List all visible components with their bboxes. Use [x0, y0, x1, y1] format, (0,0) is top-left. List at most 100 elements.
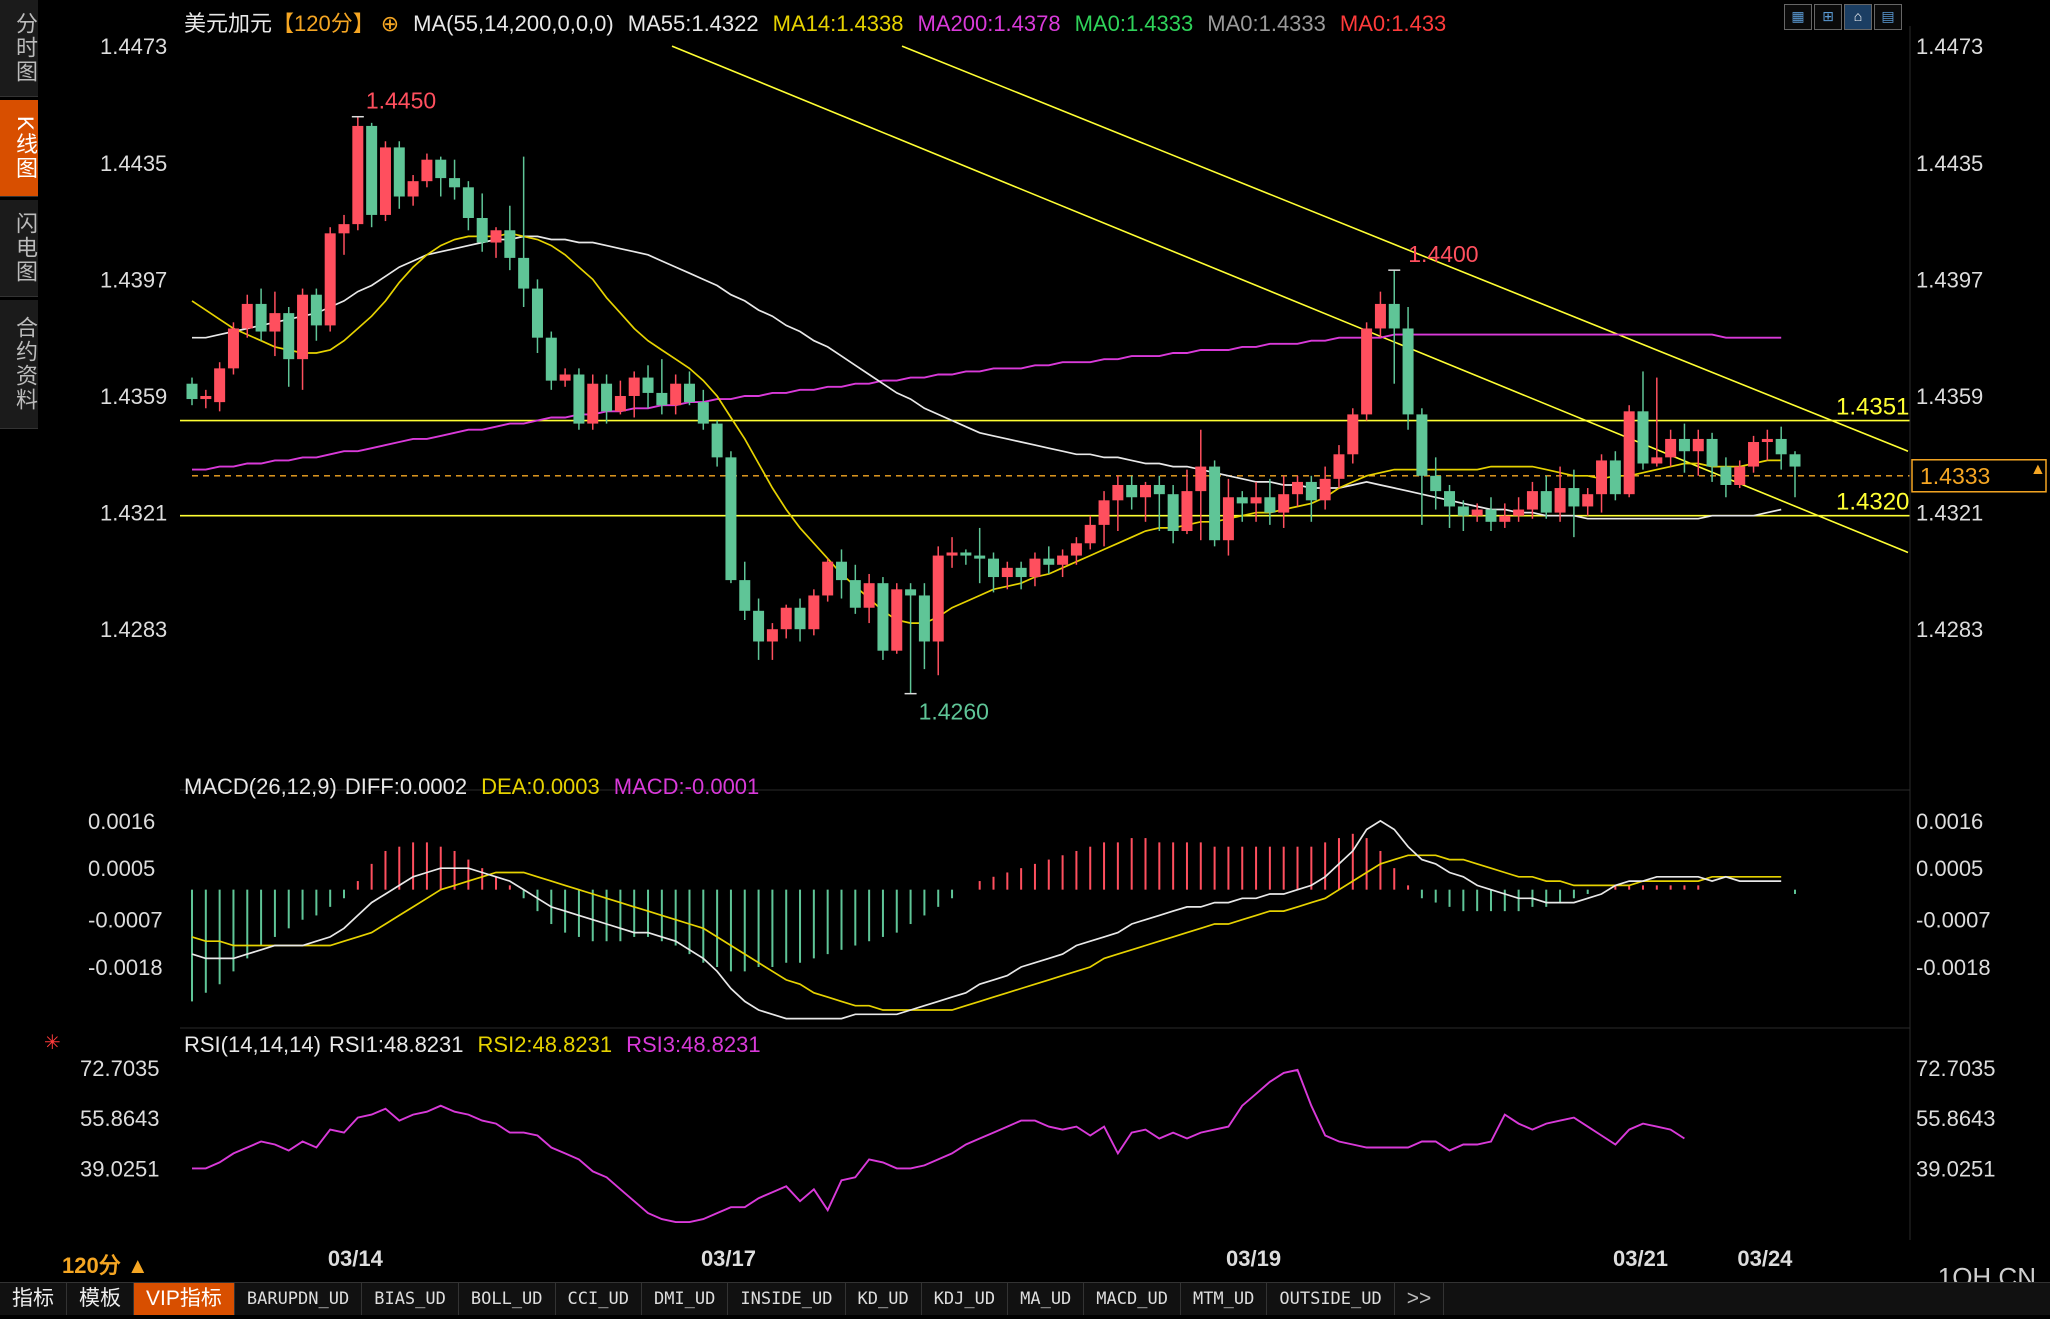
rsi-y-tick-right: 72.7035: [1916, 1056, 1996, 1081]
y-tick-left: 1.4283: [100, 617, 167, 642]
indicator-kd-ud[interactable]: KD_UD: [846, 1283, 922, 1315]
axes: 1.4473 1.4473 1.4435 1.4435 1.4397 1.4397 1.43…: [80, 26, 1996, 1271]
rsi-legend: RSI(14,14,14) RSI1:48.8231 RSI2:48.8231 RSI…: [184, 1032, 775, 1058]
candle-body: [366, 125, 378, 215]
candle-body: [227, 328, 239, 369]
candle-body: [559, 374, 571, 381]
candle-body: [1209, 466, 1221, 541]
crosshair-icon[interactable]: ⊞: [1814, 4, 1842, 30]
candle-body: [1540, 491, 1552, 513]
period-label[interactable]: 120分: [62, 1253, 121, 1278]
macd-y-tick: 0.0016: [88, 809, 155, 834]
candle-body: [891, 589, 903, 651]
candle-body: [1623, 411, 1635, 495]
indicator-barupdn-ud[interactable]: BARUPDN_UD: [235, 1283, 363, 1315]
template-button[interactable]: 模板: [67, 1283, 134, 1315]
x-tick: 03/24: [1737, 1246, 1793, 1271]
indicator-outside-ud[interactable]: OUTSIDE_UD: [1267, 1283, 1395, 1315]
price-marker-icon: ▲: [2030, 461, 2046, 478]
macd-dea: DEA:0.0003: [481, 774, 600, 799]
symbol-name: 美元加元: [184, 11, 273, 36]
more-indicators-button[interactable]: >>: [1395, 1283, 1445, 1315]
candle-body: [573, 374, 585, 424]
candle-body: [1043, 558, 1055, 565]
candle-body: [628, 377, 640, 396]
candle-body: [1748, 442, 1760, 467]
x-tick: 03/21: [1613, 1246, 1668, 1271]
y-tick-right: 1.4321: [1916, 501, 1983, 526]
candle-body: [1582, 494, 1594, 507]
candle-body: [1001, 567, 1013, 578]
candle-body: [849, 580, 861, 608]
indicator-icon[interactable]: ⌂: [1844, 4, 1872, 30]
extreme-label: 1.4450: [366, 88, 436, 114]
indicator-kdj-ud[interactable]: KDJ_UD: [922, 1283, 1009, 1315]
candle-body: [1112, 484, 1124, 501]
macd-y-tick: -0.0018: [88, 955, 163, 980]
indicator-ma-ud[interactable]: MA_UD: [1008, 1283, 1085, 1315]
macd-y-tick-right: -0.0018: [1916, 955, 1991, 980]
indicator-inside-ud[interactable]: INSIDE_UD: [728, 1283, 846, 1315]
rsi-y-tick: 55.8643: [80, 1106, 160, 1131]
candle-body: [1651, 457, 1663, 464]
diff-line: [191, 819, 1782, 1020]
candle-body: [739, 580, 751, 611]
candle-body: [324, 233, 336, 326]
grid-icon[interactable]: ▦: [1784, 4, 1812, 30]
indicator-macd-ud[interactable]: MACD_UD: [1084, 1283, 1181, 1315]
rsi1-value: RSI1:48.8231: [328, 1032, 464, 1057]
candle-body: [1526, 491, 1538, 510]
candle-body: [1070, 543, 1082, 556]
vip-indicator-button[interactable]: VIP指标: [134, 1283, 235, 1315]
tab-flash[interactable]: 闪电图: [0, 200, 38, 297]
ma0-value-green: MA0:1.4333: [1074, 11, 1194, 36]
candle-body: [711, 423, 723, 458]
chart-mode-icon[interactable]: ▤: [1874, 4, 1902, 30]
y-tick-left: 1.4397: [100, 267, 167, 292]
period-selector[interactable]: 120分 ▲: [62, 1248, 149, 1280]
indicators-button[interactable]: 指标: [0, 1283, 67, 1315]
candle-body: [352, 125, 364, 225]
settings-sun-icon[interactable]: ✳: [44, 1032, 61, 1054]
candle-body: [186, 383, 198, 400]
x-tick: 03/19: [1226, 1246, 1281, 1271]
indicator-mtm-ud[interactable]: MTM_UD: [1181, 1283, 1268, 1315]
trendline: [671, 45, 1909, 554]
rsi-panel: [192, 1068, 1685, 1224]
macd-name[interactable]: MACD(26,12,9): [184, 774, 337, 799]
candle-body: [393, 147, 405, 197]
candle-body: [1388, 303, 1400, 329]
dea-line: [191, 854, 1782, 1011]
candle-body: [1457, 506, 1469, 516]
tab-timeshare[interactable]: 分时图: [0, 0, 38, 97]
period-tag[interactable]: 【120分】: [272, 11, 375, 36]
ma-params[interactable]: MA(55,14,200,0,0,0): [413, 11, 614, 36]
macd-value: MACD:-0.0001: [613, 774, 760, 799]
indicator-bias-ud[interactable]: BIAS_UD: [362, 1283, 459, 1315]
candle-body: [697, 402, 709, 424]
candle-body: [1485, 509, 1497, 522]
tab-kline[interactable]: K线图: [0, 100, 38, 197]
tab-contract-info[interactable]: 合约资料: [0, 300, 38, 429]
candle-body: [1222, 497, 1234, 541]
candle-body: [1734, 466, 1746, 485]
extreme-label: 1.4400: [1408, 241, 1478, 267]
rsi-name[interactable]: RSI(14,14,14): [184, 1032, 321, 1057]
indicator-list: BARUPDN_UD BIAS_UD BOLL_UD CCI_UD DMI_UD INSI…: [235, 1283, 1395, 1315]
indicator-cci-ud[interactable]: CCI_UD: [556, 1283, 642, 1315]
candle-body: [1471, 509, 1483, 516]
rsi-y-tick: 39.0251: [80, 1156, 160, 1181]
add-indicator-icon[interactable]: ⊕: [380, 11, 400, 36]
candle-body: [1084, 524, 1096, 544]
candle-body: [1181, 491, 1193, 532]
indicator-dmi-ud[interactable]: DMI_UD: [642, 1283, 729, 1315]
candle-body: [407, 181, 419, 197]
candle-body: [200, 395, 212, 400]
candle-body: [587, 383, 599, 424]
indicator-boll-ud[interactable]: BOLL_UD: [459, 1283, 556, 1315]
rsi-y-tick-right: 55.8643: [1916, 1106, 1996, 1131]
rsi-y-tick-right: 39.0251: [1916, 1156, 1996, 1181]
y-tick-right: 1.4397: [1916, 267, 1983, 292]
candle-body: [1444, 491, 1456, 507]
